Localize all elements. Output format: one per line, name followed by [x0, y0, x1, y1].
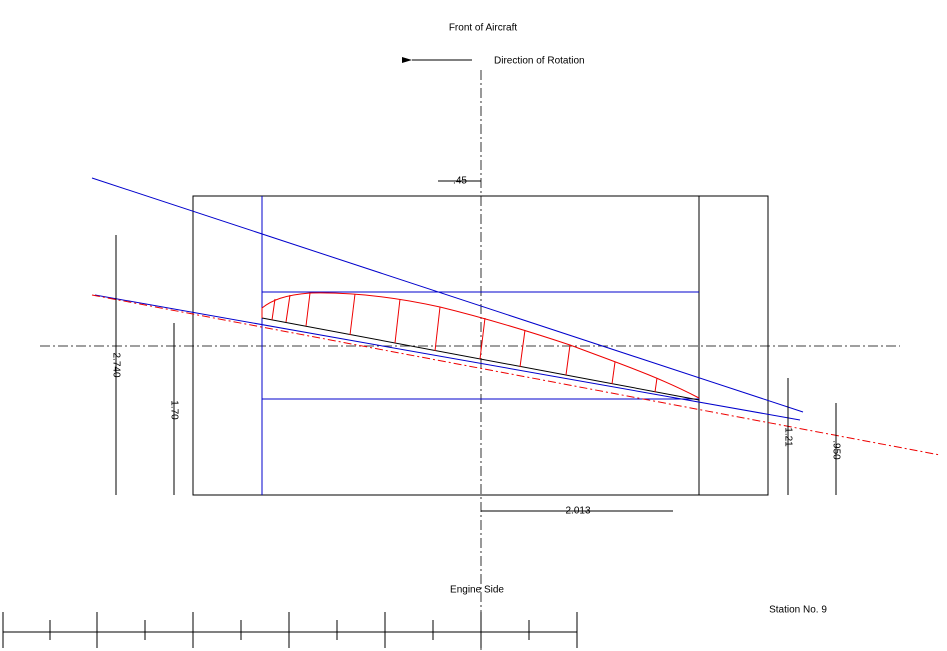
dimension-label: 2.740	[110, 352, 121, 377]
dimension-label: .950	[830, 440, 841, 460]
layout	[2, 57, 941, 650]
dimension-label: 2.013	[565, 506, 590, 517]
direction-label: Direction of Rotation	[494, 56, 585, 67]
station-label: Station No. 9	[769, 605, 827, 616]
dimension-label: .45	[453, 176, 467, 187]
engine-side-label: Engine Side	[450, 585, 504, 596]
dimension-label: 1.70	[168, 400, 179, 420]
title: Front of Aircraft	[449, 23, 518, 34]
dimension-label: 1.21	[782, 427, 793, 447]
